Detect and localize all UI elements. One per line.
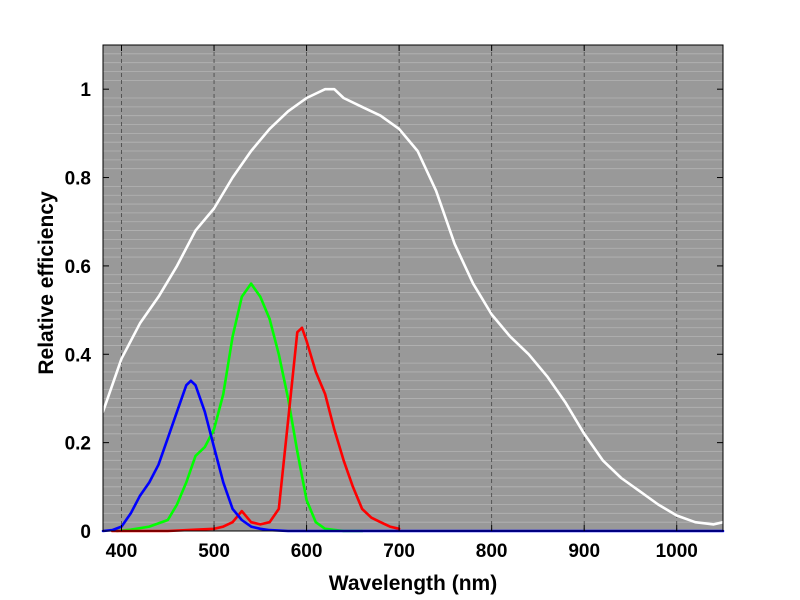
y-tick-label: 1 [80, 80, 91, 101]
y-tick-label: 0.8 [65, 169, 91, 190]
y-tick-label: 0.6 [65, 257, 91, 278]
x-tick-labels: 400 500 600 700 800 900 1000 [106, 541, 698, 562]
x-tick-label: 900 [568, 541, 600, 562]
plot-background [103, 45, 723, 531]
series-line-2 [111, 326, 401, 533]
series-line-3 [101, 379, 725, 533]
y-tick-labels: 0 0.2 0.4 0.6 0.8 1 [65, 80, 92, 543]
y-tick-label: 0.2 [65, 434, 91, 455]
series-line-0 [101, 87, 725, 526]
x-tick-label: 1000 [656, 541, 698, 562]
y-tick-label: 0.4 [65, 345, 92, 366]
x-tick-label: 700 [383, 541, 415, 562]
x-tick-label: 400 [106, 541, 138, 562]
y-axis-label: Relative efficiency [35, 191, 58, 375]
x-tick-label: 800 [476, 541, 508, 562]
series-line-1 [115, 282, 364, 533]
x-tick-label: 600 [291, 541, 323, 562]
y-tick-label: 0 [80, 522, 91, 543]
x-tick-label: 500 [198, 541, 230, 562]
tick-layer [103, 45, 723, 532]
series-layer [101, 87, 725, 533]
x-axis-label: Wavelength (nm) [329, 572, 497, 595]
plot-frame [102, 44, 724, 532]
grid-layer [103, 45, 723, 531]
